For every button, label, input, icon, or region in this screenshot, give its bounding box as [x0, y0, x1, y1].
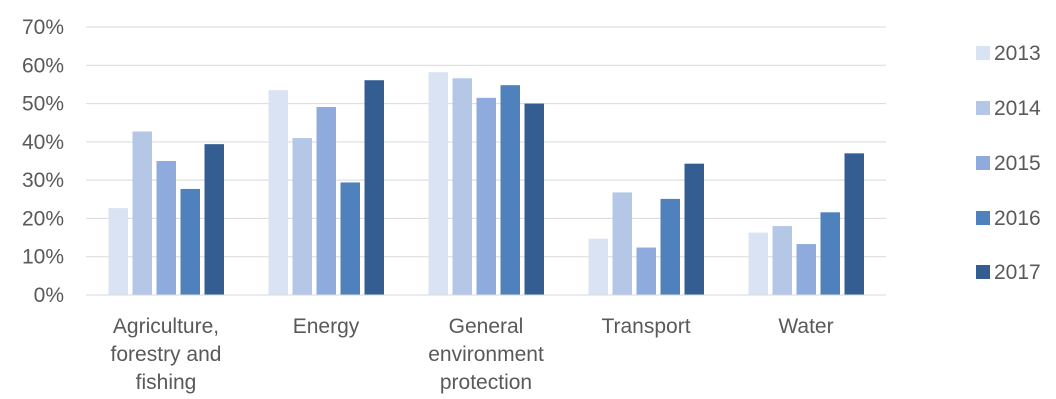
bar-2015-cat-4	[796, 244, 816, 295]
x-category-label: protection	[440, 371, 532, 394]
bar-2015-cat-1	[316, 107, 336, 295]
legend-swatch-2013	[976, 46, 990, 60]
bar-2014-cat-3	[612, 192, 632, 295]
bars	[108, 72, 864, 296]
x-category-label: fishing	[136, 371, 197, 394]
x-category-label: Agriculture,	[113, 315, 219, 338]
bar-2017-cat-2	[524, 103, 544, 295]
bar-2015-cat-0	[156, 161, 176, 295]
bar-2017-cat-1	[364, 80, 384, 296]
y-tick-label: 0%	[34, 284, 64, 307]
bar-2016-cat-4	[820, 212, 840, 295]
legend-swatch-2017	[976, 265, 990, 279]
bar-2014-cat-0	[132, 131, 152, 295]
bar-2016-cat-3	[660, 198, 680, 295]
y-tick-label: 40%	[22, 131, 64, 154]
legend-swatch-2014	[976, 101, 990, 115]
bar-2014-cat-1	[292, 138, 312, 295]
y-tick-label: 50%	[22, 93, 64, 116]
bar-2013-cat-1	[268, 90, 288, 296]
legend-label: 2016	[994, 207, 1041, 230]
y-tick-label: 20%	[22, 207, 64, 230]
legend-label: 2013	[994, 42, 1041, 65]
legend-label: 2015	[994, 152, 1041, 175]
x-category-label: Water	[778, 315, 833, 338]
bar-2017-cat-3	[684, 163, 704, 295]
x-category-label: Energy	[293, 315, 360, 338]
bar-2013-cat-3	[588, 238, 608, 295]
bar-2017-cat-0	[204, 144, 224, 295]
bar-2013-cat-2	[428, 72, 448, 295]
bar-2016-cat-1	[340, 182, 360, 295]
legend-label: 2017	[994, 261, 1041, 284]
x-axis-category-labels: Agriculture, forestry and fishing Energy Gen…	[111, 315, 834, 394]
bar-2016-cat-0	[180, 188, 200, 295]
x-category-label: environment	[428, 343, 544, 366]
bar-2015-cat-2	[476, 97, 496, 295]
bar-2017-cat-4	[844, 153, 864, 295]
bar-2016-cat-2	[500, 85, 520, 296]
legend-label: 2014	[994, 97, 1041, 120]
bar-2013-cat-4	[748, 232, 768, 295]
x-category-label: forestry and	[111, 343, 222, 366]
bar-2014-cat-2	[452, 78, 472, 295]
bar-2013-cat-0	[108, 208, 128, 295]
x-category-label: Transport	[601, 315, 690, 338]
y-axis-tick-labels: 0% 10% 20% 30% 40% 50% 60% 70%	[22, 16, 64, 307]
bar-2014-cat-4	[772, 226, 792, 295]
legend-swatch-2015	[976, 156, 990, 170]
y-tick-label: 60%	[22, 54, 64, 77]
legend: 2013 2014 2015 2016 2017	[976, 42, 1041, 284]
x-category-label: General	[449, 315, 524, 338]
y-tick-label: 10%	[22, 246, 64, 269]
legend-swatch-2016	[976, 211, 990, 225]
y-tick-label: 70%	[22, 16, 64, 39]
bar-2015-cat-3	[636, 247, 656, 295]
y-tick-label: 30%	[22, 169, 64, 192]
